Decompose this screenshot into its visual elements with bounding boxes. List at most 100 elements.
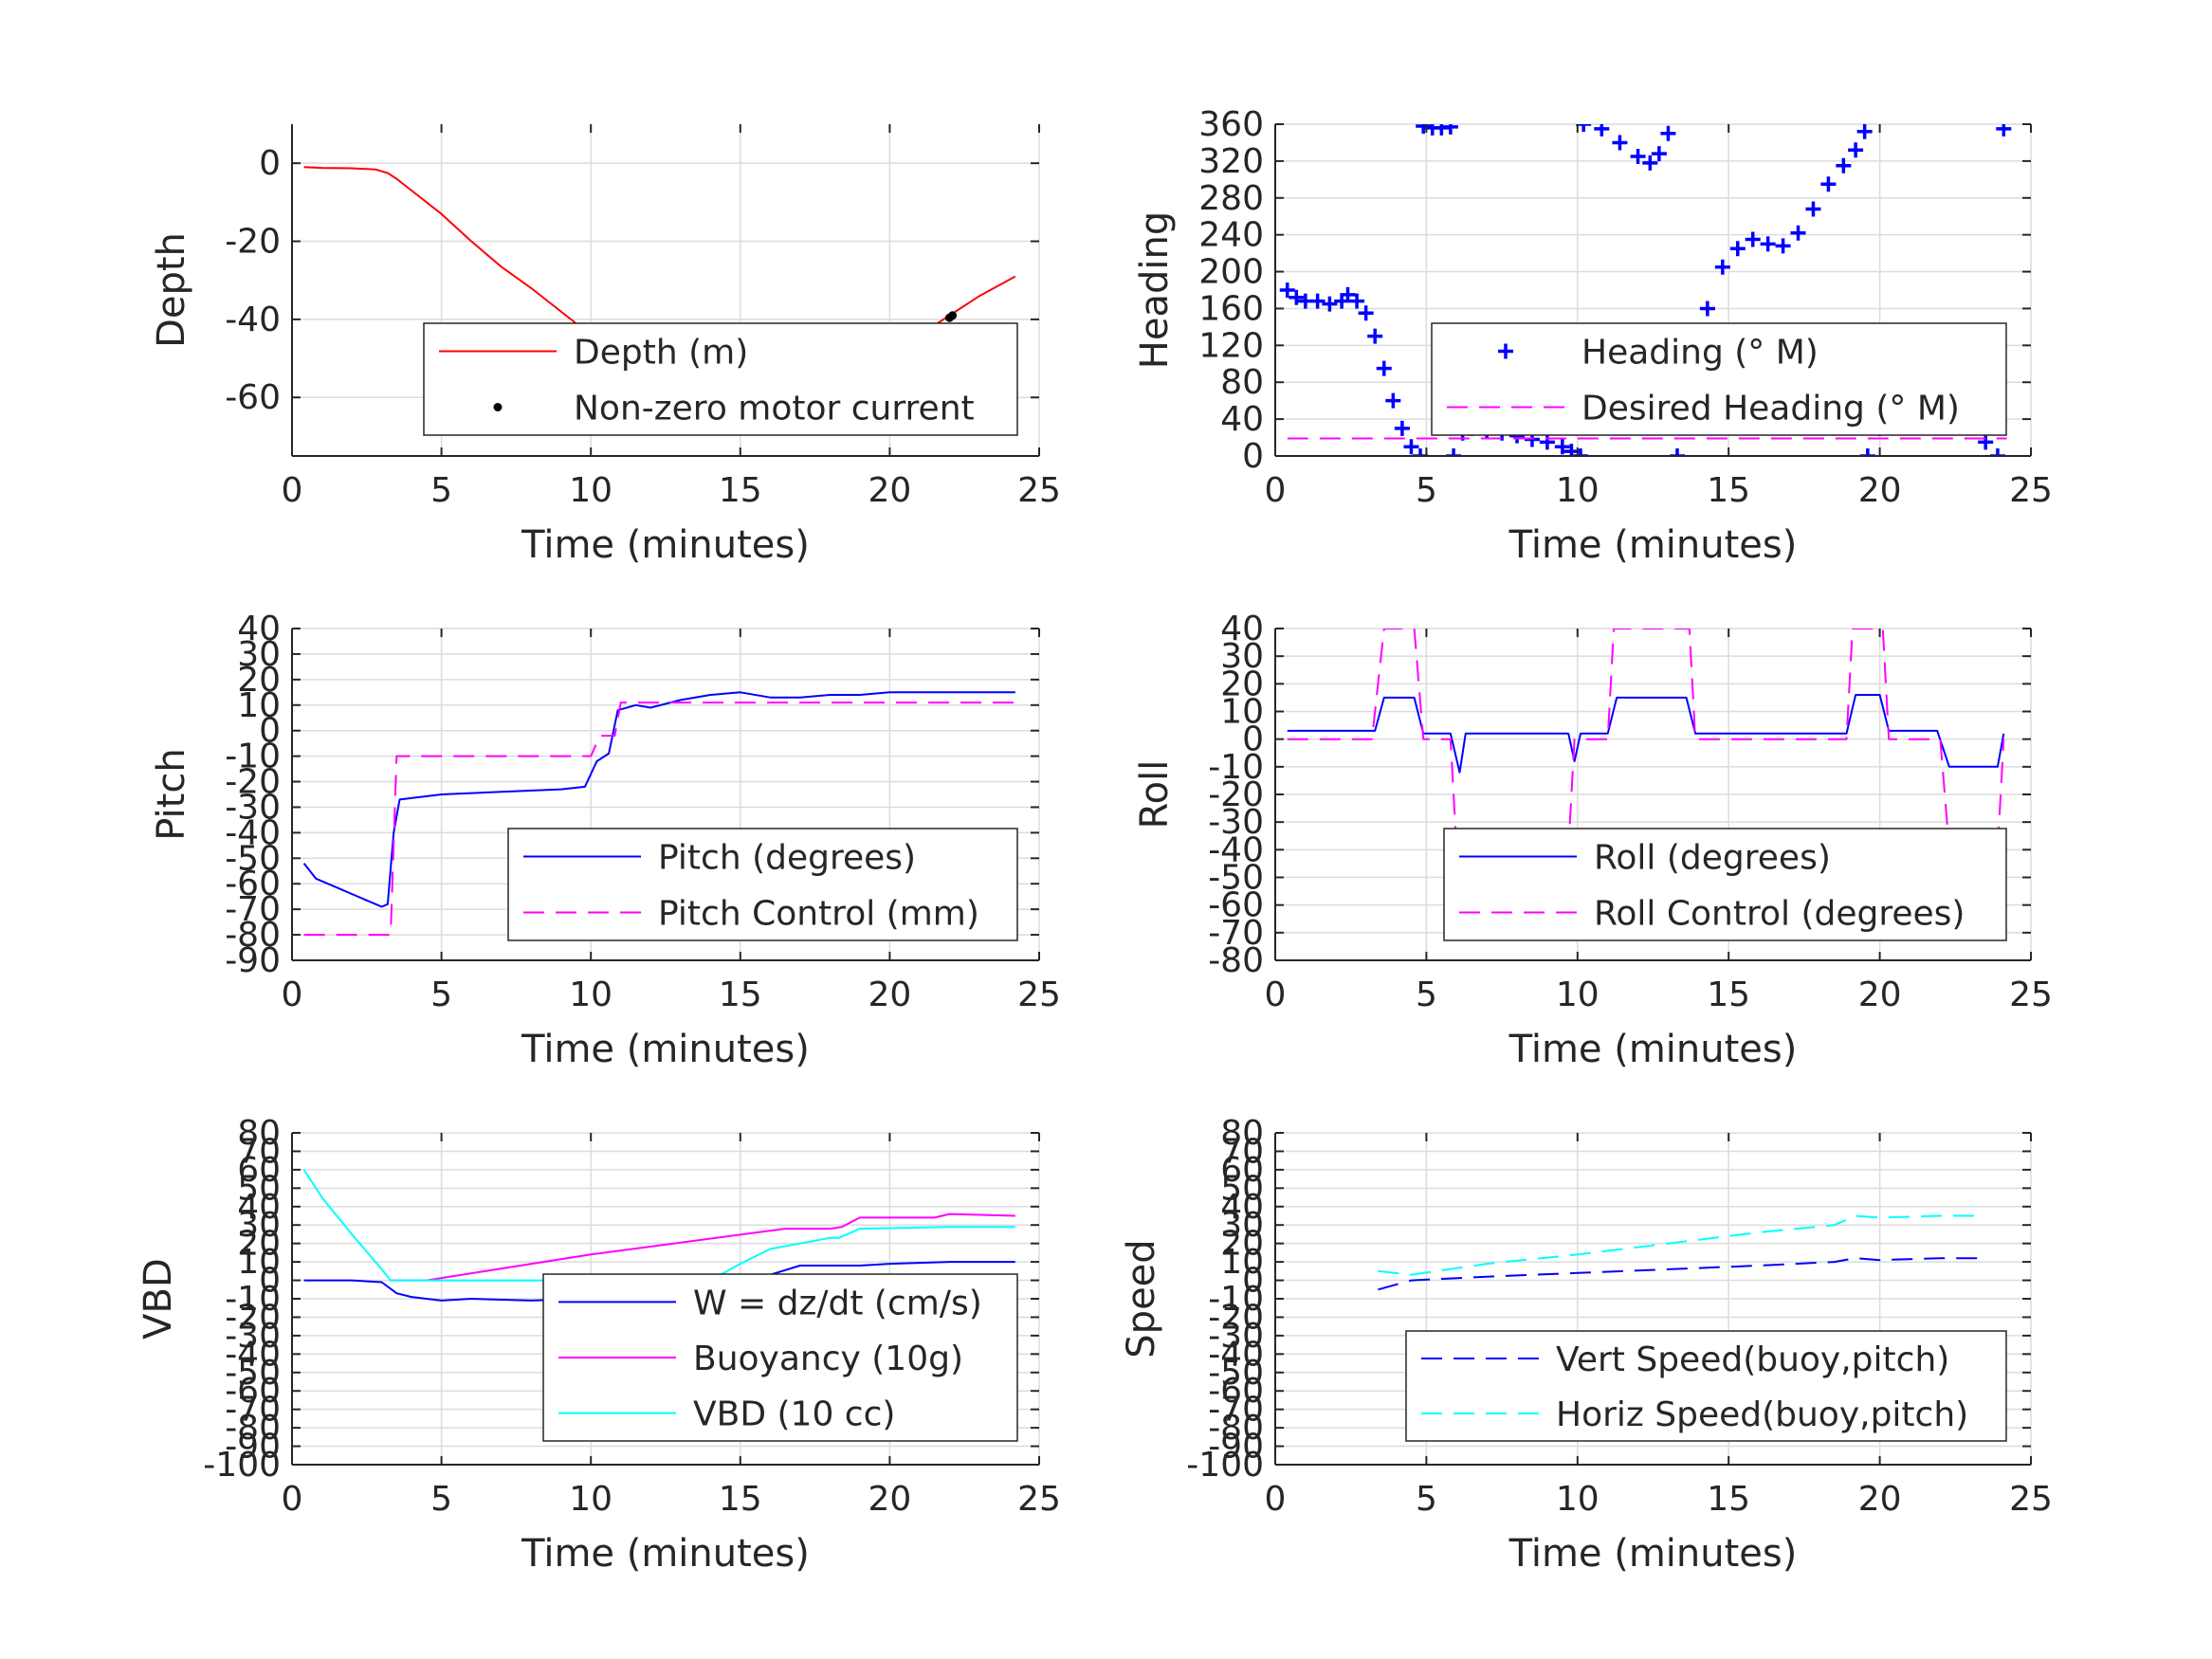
- x-axis-label: Time (minutes): [1508, 1532, 1798, 1576]
- legend: Pitch (degrees) Pitch Control (mm): [507, 828, 1018, 941]
- y-tick-label: -70: [225, 890, 281, 929]
- series-2: [302, 1169, 1015, 1282]
- y-tick-label: -100: [203, 1446, 281, 1485]
- x-tick-label: 15: [719, 1480, 762, 1519]
- y-tick-label: -80: [1208, 941, 1264, 980]
- legend: Roll (degrees) Roll Control (degrees): [1443, 828, 2007, 941]
- x-axis-label: Time (minutes): [521, 1028, 810, 1071]
- series-0: [1378, 1257, 1986, 1291]
- data-point: [1714, 259, 1730, 275]
- y-tick-label: 20: [1220, 1225, 1264, 1264]
- x-tick-label: 0: [282, 1480, 303, 1519]
- legend: Heading (° M) Desired Heading (° M): [1431, 322, 2007, 436]
- y-tick-label: 20: [237, 1225, 281, 1264]
- data-point: [948, 311, 958, 320]
- x-tick-label: 5: [1416, 471, 1437, 510]
- y-tick-label: 10: [237, 686, 281, 725]
- legend-box: [423, 322, 1018, 436]
- data-point: [1289, 289, 1305, 305]
- y-axis-label: Roll: [1133, 760, 1177, 830]
- y-tick-label: 80: [1220, 1114, 1264, 1153]
- y-tick-label: -70: [1208, 1391, 1264, 1430]
- x-axis-label: Time (minutes): [521, 1532, 810, 1576]
- x-tick-label: 15: [719, 471, 762, 510]
- panel-4: 0 5 10 15 20 2580706050403020100-10-20-30-40-…: [137, 1114, 1061, 1576]
- y-tick-label: 0: [259, 1262, 281, 1301]
- y-tick-label: 40: [1220, 400, 1264, 439]
- data-point: [1978, 434, 1994, 450]
- data-point: [1340, 286, 1356, 302]
- data-point: [1651, 146, 1667, 162]
- y-tick-label: 40: [237, 610, 281, 648]
- series-line: [302, 1169, 1015, 1282]
- legend-entry: Non-zero motor current: [574, 390, 975, 428]
- legend: Depth (m) Non-zero motor current: [423, 322, 1018, 436]
- legend-entry: Vert Speed(buoy,pitch): [1556, 1340, 1949, 1379]
- y-tick-label: 0: [1242, 720, 1264, 759]
- data-point: [1660, 125, 1676, 141]
- series-0: [1287, 694, 2005, 774]
- data-point: [1805, 201, 1821, 217]
- y-tick-label: -30: [1208, 1317, 1264, 1356]
- data-point: [1416, 124, 1432, 134]
- x-tick-label: 25: [2009, 471, 2053, 510]
- data-point: [1394, 420, 1410, 436]
- y-tick-label: 50: [1220, 1169, 1264, 1208]
- y-tick-label: 40: [1220, 610, 1264, 648]
- y-tick-label: -50: [225, 1354, 281, 1393]
- x-tick-label: 5: [1416, 975, 1437, 1014]
- x-tick-label: 0: [1265, 1480, 1287, 1519]
- data-point: [1554, 439, 1570, 455]
- y-tick-label: 10: [1220, 1243, 1264, 1282]
- series-1: [303, 702, 1015, 937]
- series-line: [391, 1212, 1015, 1282]
- legend-box: [507, 828, 1018, 941]
- y-tick-label: -20: [225, 1298, 281, 1337]
- panel-5: 0 5 10 15 20 2580706050403020100-10-20-30-40-…: [1120, 1114, 2053, 1576]
- legend: Vert Speed(buoy,pitch) Horiz Speed(buoy,p…: [1405, 1330, 2007, 1442]
- y-tick-label: -20: [1208, 1298, 1264, 1337]
- y-tick-label: -80: [225, 1409, 281, 1448]
- x-tick-label: 0: [1265, 471, 1287, 510]
- y-tick-label: -10: [1208, 1280, 1264, 1319]
- x-tick-label: 20: [1858, 1480, 1902, 1519]
- y-tick-label: 60: [237, 1151, 281, 1190]
- y-tick-label: -60: [1208, 1372, 1264, 1411]
- y-tick-label: 80: [237, 1114, 281, 1153]
- series-1: [1378, 1214, 1986, 1276]
- y-tick-label: 40: [237, 1188, 281, 1227]
- panel-0: 0 5 10 15 20 25 0 -20 -40 -60 Time (minutes) Depth D…: [150, 124, 1061, 567]
- y-tick-label: 80: [1220, 363, 1264, 402]
- y-axis-label: VBD: [137, 1258, 180, 1340]
- y-tick-label: 10: [1220, 693, 1264, 732]
- legend-entry: Roll Control (degrees): [1594, 895, 1965, 934]
- y-tick-label: -40: [1208, 1335, 1264, 1374]
- y-tick-label: -50: [225, 839, 281, 878]
- panel-3: 0 5 10 15 20 25403020100-10-20-30-40-50-60-70…: [1133, 610, 2053, 1071]
- data-point: [1996, 124, 2012, 137]
- y-tick-label: -90: [1208, 1428, 1264, 1467]
- legend-entry: Horiz Speed(buoy,pitch): [1556, 1395, 1968, 1434]
- data-point: [1848, 142, 1864, 158]
- legend-entry: VBD (10 cc): [693, 1395, 895, 1434]
- y-tick-label: 0: [1242, 1262, 1264, 1301]
- data-point: [1745, 231, 1761, 247]
- data-point: [1630, 149, 1646, 165]
- y-tick-label: 0: [259, 712, 281, 751]
- x-tick-label: 15: [719, 975, 762, 1014]
- legend-entry: Depth (m): [574, 334, 748, 373]
- legend-entry: Buoyancy (10g): [693, 1340, 963, 1378]
- x-tick-label: 20: [868, 975, 911, 1014]
- data-point: [1403, 439, 1419, 455]
- series-line: [303, 702, 1015, 937]
- y-tick-label: -10: [1208, 748, 1264, 787]
- series-1: [1287, 629, 2005, 851]
- x-tick-label: 0: [1265, 975, 1287, 1014]
- data-point: [1989, 448, 2005, 456]
- x-tick-label: 20: [1858, 471, 1902, 510]
- y-tick-label: 40: [1220, 1188, 1264, 1227]
- x-tick-label: 5: [430, 975, 452, 1014]
- y-tick-label: 30: [237, 635, 281, 674]
- x-tick-label: 5: [1416, 1480, 1437, 1519]
- series-line: [302, 691, 1015, 908]
